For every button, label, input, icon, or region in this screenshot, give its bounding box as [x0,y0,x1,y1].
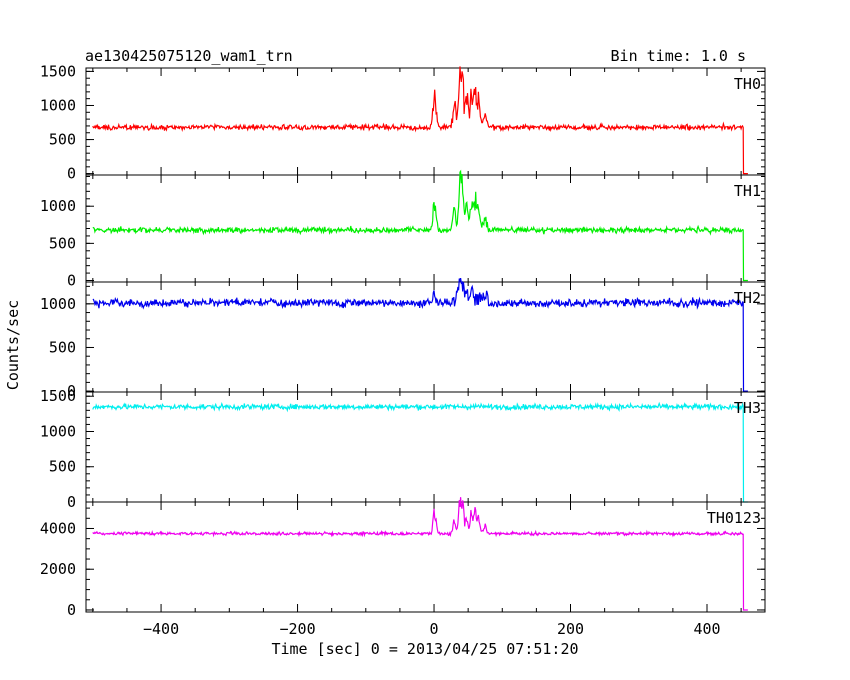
y-tick-label: 0 [67,272,76,290]
panel-label-th1: TH1 [734,182,761,200]
y-tick-label: 0 [67,493,76,511]
x-axis-label: Time [sec] 0 = 2013/04/25 07:51:20 [271,640,578,658]
chart-title: ae130425075120_wam1_trn [85,47,293,65]
panel-label-th0123: TH0123 [707,509,761,527]
panel-label-th3: TH3 [734,399,761,417]
x-tick-label: 0 [430,620,439,638]
panel-label-th0: TH0 [734,75,761,93]
x-tick-label: 400 [693,620,720,638]
y-tick-label: 1000 [40,96,76,114]
y-tick-label: 0 [67,601,76,619]
y-tick-label: 1500 [40,62,76,80]
series-line-th0123 [92,497,748,611]
y-tick-label: 2000 [40,560,76,578]
y-tick-label: 1000 [40,422,76,440]
panel-frame-th0 [85,67,766,176]
y-tick-label: 500 [49,234,76,252]
y-axis-label: Counts/sec [4,300,22,390]
x-tick-label: −400 [143,620,179,638]
x-tick-label: 200 [557,620,584,638]
chart-subtitle: Bin time: 1.0 s [611,47,746,65]
y-tick-label: 4000 [40,519,76,537]
y-tick-label: 0 [67,165,76,183]
panels-group: 0 500 1000 1500 TH0 0 500 1000 TH1 0 500 1000 TH2 0 50… [40,62,766,638]
panel-frame-th0123 [85,501,766,613]
y-tick-label: 500 [49,458,76,476]
y-tick-label: 1000 [40,295,76,313]
y-tick-label: 500 [49,131,76,149]
y-tick-label: 0 [67,382,76,400]
series-line-th3 [92,401,748,503]
series-line-th1 [92,169,748,282]
panel-label-th2: TH2 [734,289,761,307]
y-tick-label: 1500 [40,387,76,405]
x-tick-label: −200 [279,620,315,638]
panel-frame-th2 [85,281,766,393]
series-line-th2 [92,277,748,392]
series-line-th0 [92,66,748,175]
y-tick-label: 500 [49,338,76,356]
y-tick-label: 1000 [40,197,76,215]
